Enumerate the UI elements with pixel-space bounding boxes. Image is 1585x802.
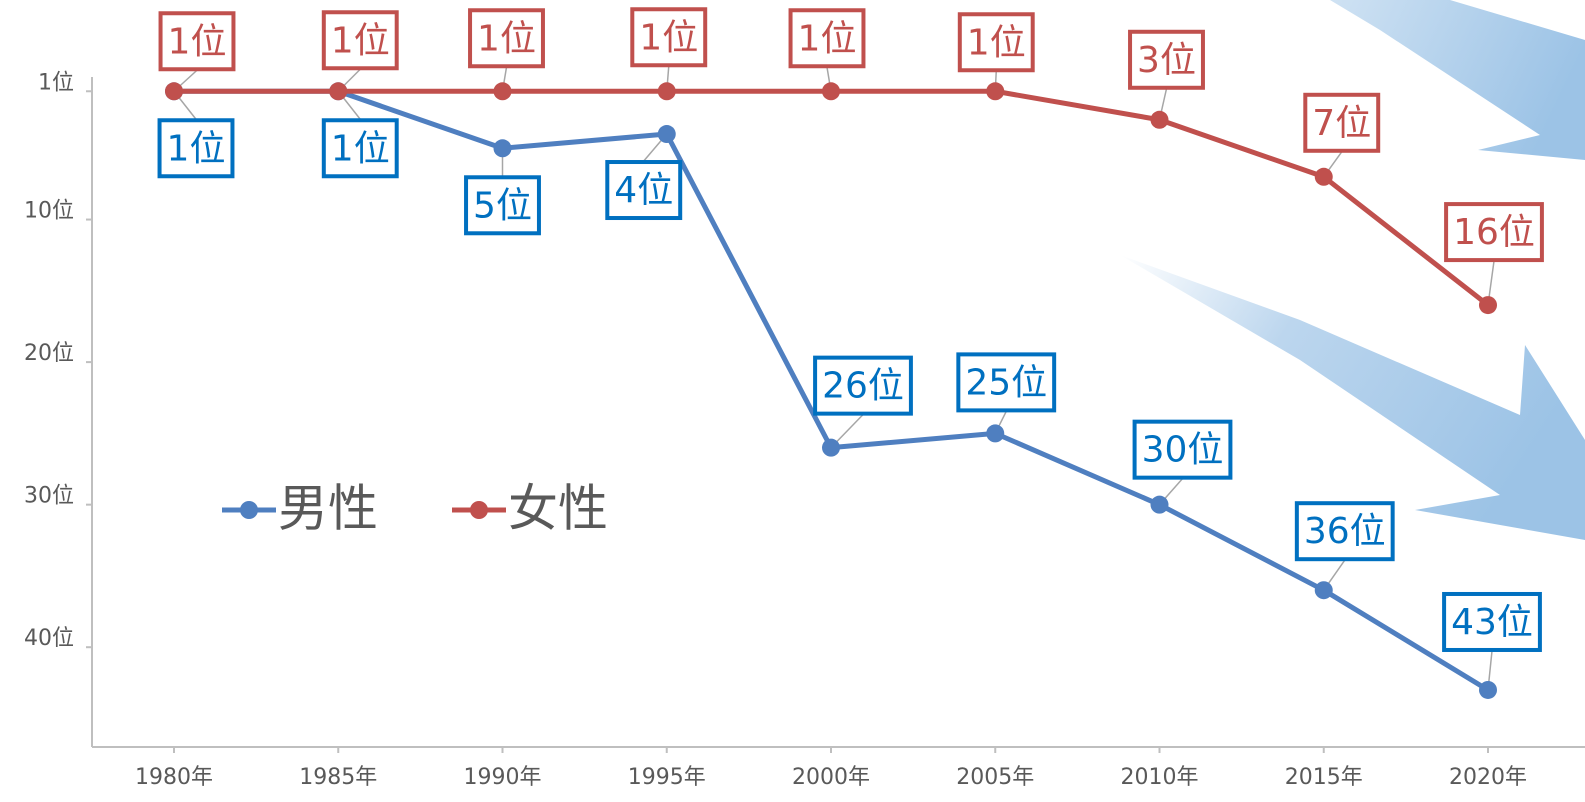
data-label-text: 43位 xyxy=(1451,602,1533,643)
data-point xyxy=(1315,168,1333,186)
data-point xyxy=(1479,296,1497,314)
legend-marker xyxy=(240,501,258,519)
data-label: 5位 xyxy=(466,177,539,233)
data-point xyxy=(986,82,1004,100)
y-tick-label: 40位 xyxy=(24,626,74,651)
data-point xyxy=(494,139,512,157)
x-tick-label: 2020年 xyxy=(1449,765,1527,790)
data-point xyxy=(494,82,512,100)
data-label: 1位 xyxy=(324,12,397,68)
chart: 1位 10位 20位 30位 40位 1980年 1985年 1990年 1995年 2000年 2… xyxy=(0,0,1585,802)
y-tick-label: 20位 xyxy=(24,341,74,366)
x-tick-label: 1985年 xyxy=(299,765,377,790)
y-tick-label: 1位 xyxy=(38,70,74,95)
data-label: 1位 xyxy=(632,9,705,65)
trend-arrow xyxy=(1120,255,1585,540)
data-point xyxy=(658,82,676,100)
data-point xyxy=(1151,111,1169,129)
data-label: 3位 xyxy=(1130,32,1203,88)
data-point xyxy=(658,125,676,143)
data-point xyxy=(822,82,840,100)
data-label-text: 30位 xyxy=(1142,430,1224,471)
data-label-text: 26位 xyxy=(822,366,904,407)
data-label: 1位 xyxy=(960,14,1033,70)
data-point xyxy=(986,424,1004,442)
data-label: 36位 xyxy=(1297,503,1393,559)
data-label-text: 1位 xyxy=(798,18,857,59)
x-tick-label: 2010年 xyxy=(1121,765,1199,790)
data-point xyxy=(822,439,840,457)
data-label: 16位 xyxy=(1446,204,1542,260)
data-label-text: 16位 xyxy=(1453,212,1535,253)
data-label-text: 1位 xyxy=(331,20,390,61)
data-label-text: 3位 xyxy=(1137,40,1196,81)
data-label-text: 1位 xyxy=(167,128,226,169)
data-label: 4位 xyxy=(607,162,680,218)
data-label-text: 4位 xyxy=(614,170,673,211)
data-label-text: 1位 xyxy=(639,17,698,58)
data-label: 7位 xyxy=(1305,95,1378,151)
data-label: 43位 xyxy=(1444,594,1540,650)
data-label-text: 1位 xyxy=(168,21,227,62)
data-point xyxy=(165,82,183,100)
data-point xyxy=(1315,581,1333,599)
data-label: 30位 xyxy=(1135,422,1231,478)
x-tick-label: 1980年 xyxy=(135,765,213,790)
y-tick-label: 30位 xyxy=(24,484,74,509)
data-label-text: 25位 xyxy=(965,362,1047,403)
data-label: 1位 xyxy=(161,13,234,69)
x-tick-label: 1990年 xyxy=(464,765,542,790)
data-label-text: 1位 xyxy=(967,22,1026,63)
data-label: 1位 xyxy=(160,120,233,176)
data-label: 1位 xyxy=(470,10,543,66)
y-tick-label: 10位 xyxy=(24,199,74,224)
data-point xyxy=(329,82,347,100)
data-label: 1位 xyxy=(791,10,864,66)
data-label: 1位 xyxy=(324,120,397,176)
legend-marker xyxy=(470,501,488,519)
data-label-text: 1位 xyxy=(331,128,390,169)
x-tick-label: 2000年 xyxy=(792,765,870,790)
data-label-text: 5位 xyxy=(473,185,532,226)
data-label-text: 1位 xyxy=(477,18,536,59)
x-tick-label: 2015年 xyxy=(1285,765,1363,790)
data-label: 25位 xyxy=(958,354,1054,410)
legend-label: 女性 xyxy=(508,480,608,538)
x-tick-label: 1995年 xyxy=(628,765,706,790)
data-point xyxy=(1151,496,1169,514)
x-tick-label: 2005年 xyxy=(956,765,1034,790)
data-label: 26位 xyxy=(815,358,911,414)
data-label-text: 7位 xyxy=(1312,103,1371,144)
data-point xyxy=(1479,681,1497,699)
legend-label: 男性 xyxy=(278,480,378,538)
data-label-text: 36位 xyxy=(1304,511,1386,552)
